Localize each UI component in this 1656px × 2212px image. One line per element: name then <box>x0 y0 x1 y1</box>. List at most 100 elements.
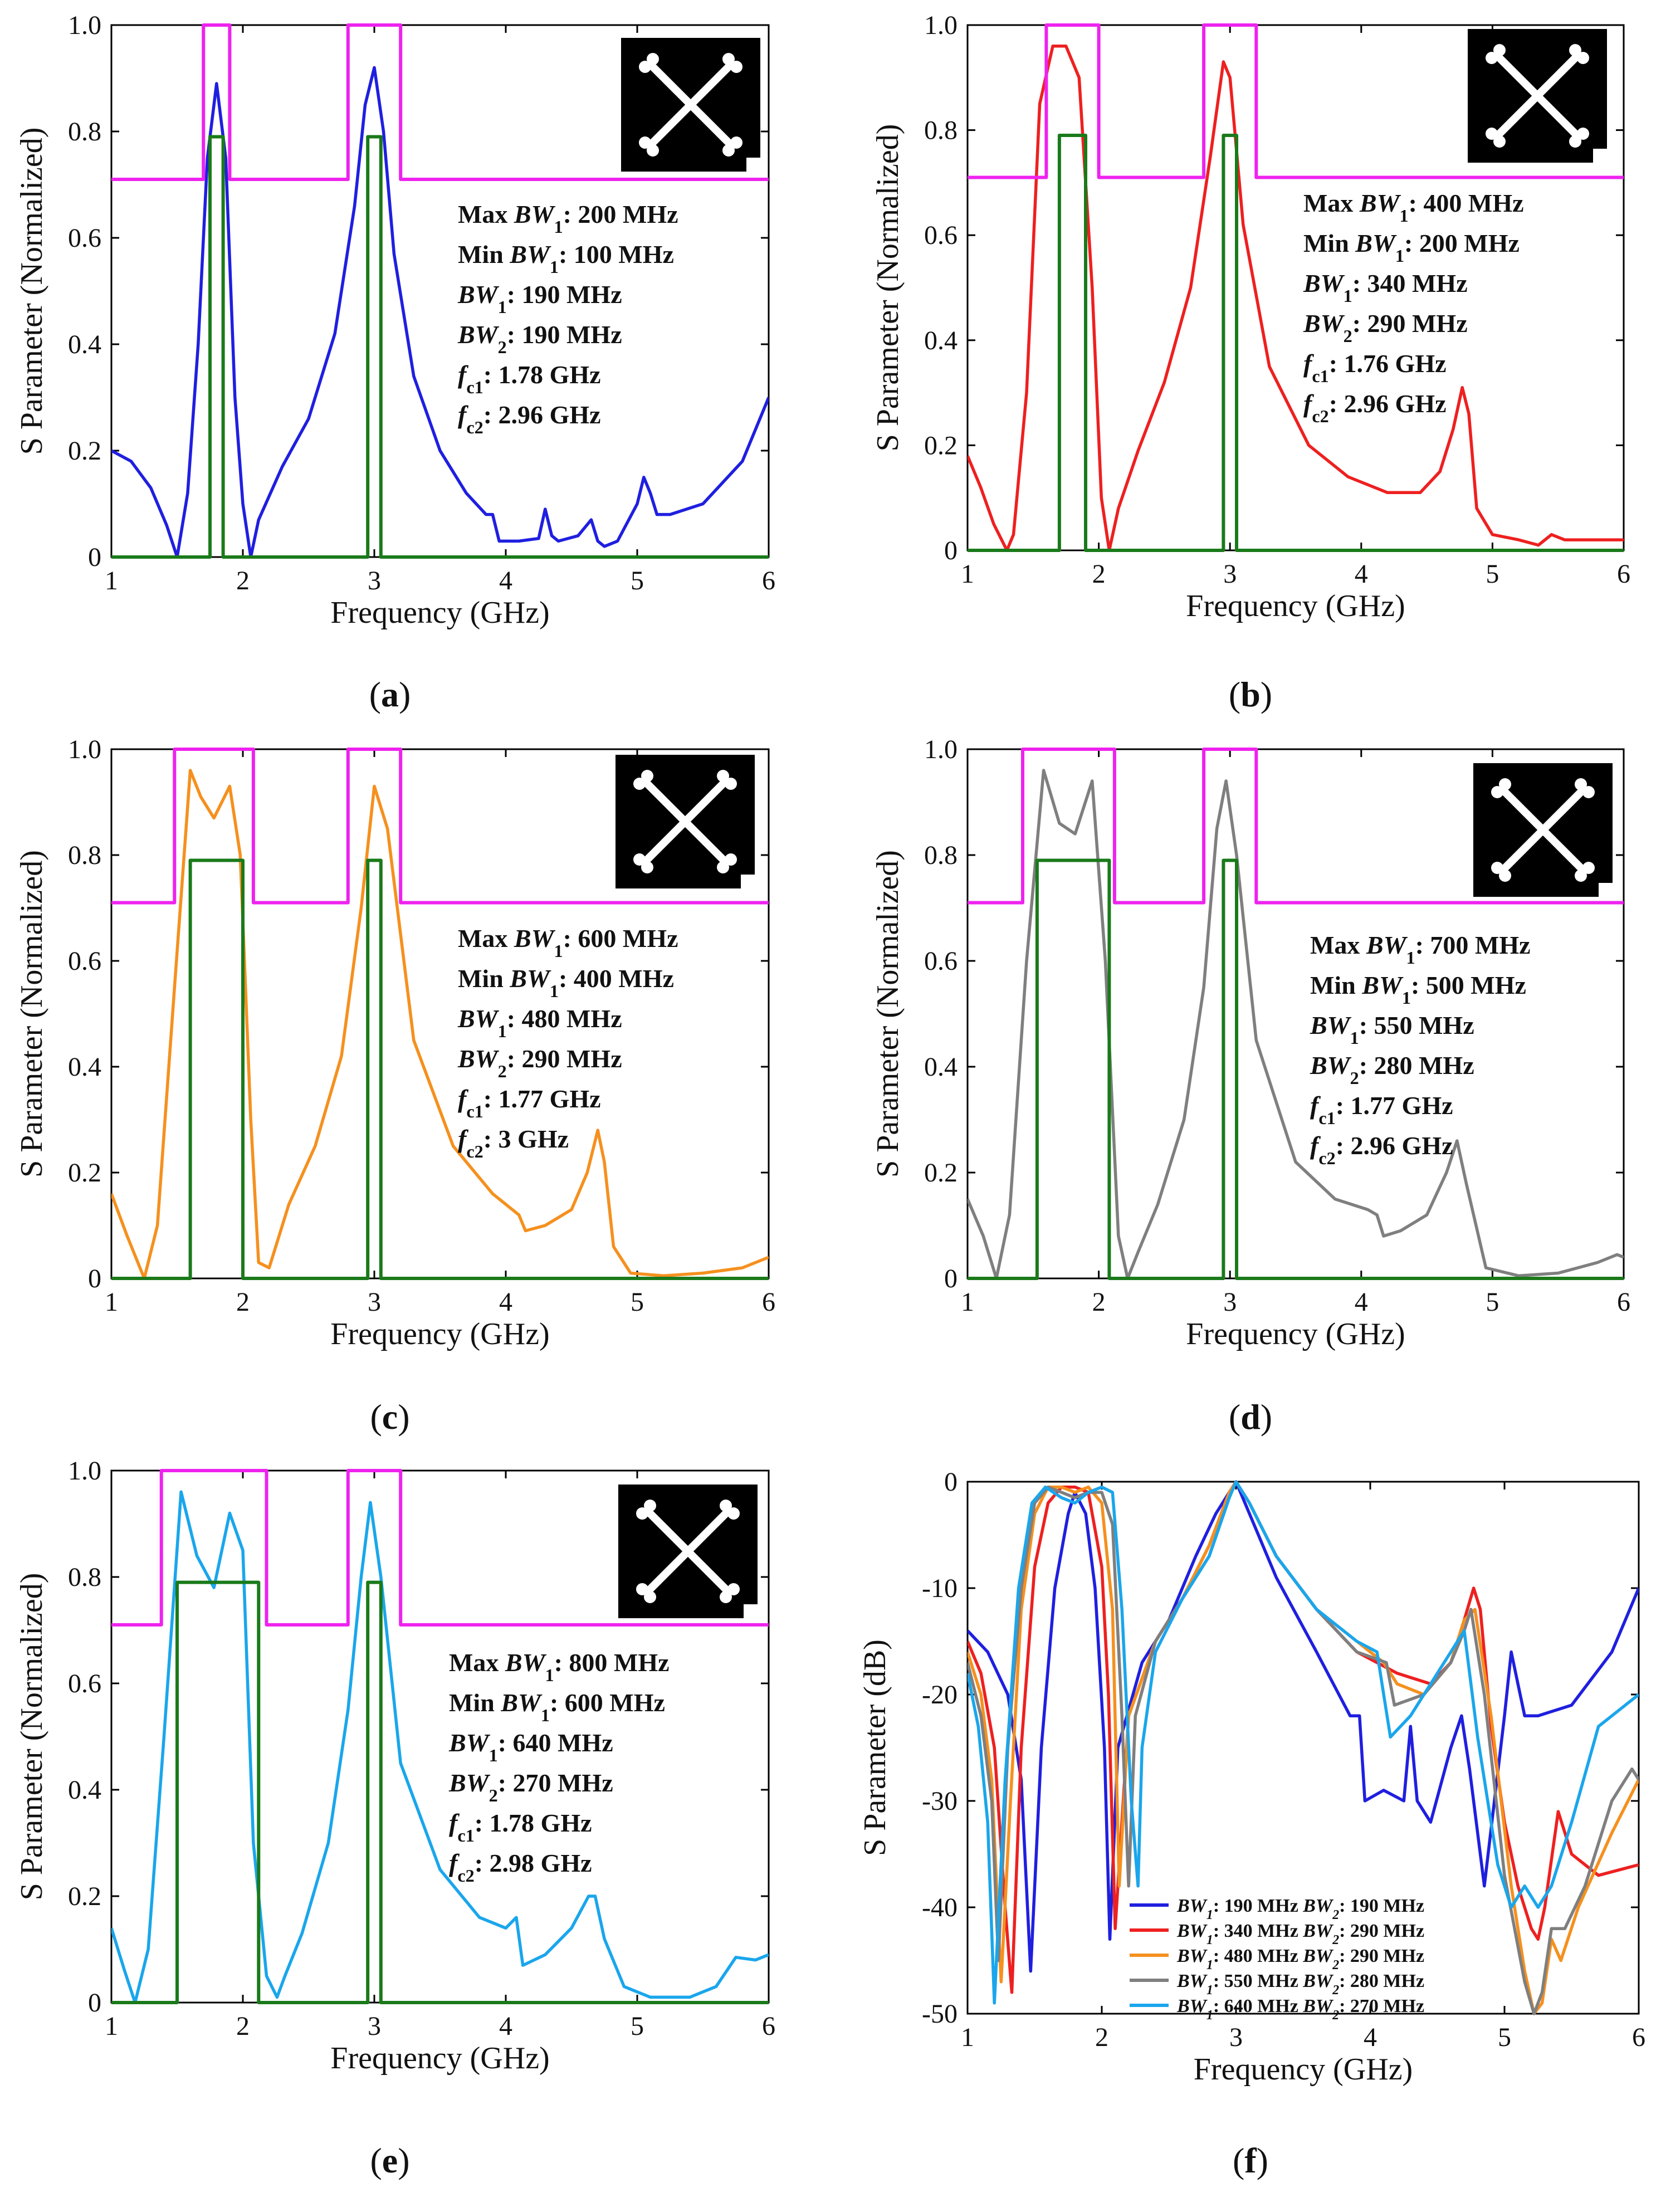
inset-notch <box>741 875 755 888</box>
x-tick-label: 2 <box>236 566 250 595</box>
x-tick-label: 2 <box>236 2011 250 2041</box>
legend-variable: BW <box>1302 1971 1334 1991</box>
geometry-inset <box>1468 29 1607 163</box>
series-line-target <box>111 748 769 905</box>
inset-bar <box>644 58 737 151</box>
annotation-subscript: c1 <box>466 377 483 397</box>
panel-label: (e) <box>370 2141 409 2180</box>
chart-panel: 1 2 3 4 5 6 0 0.2 0.4 0.6 0.8 1.0 Frequency (GHz) S P… <box>871 11 1630 714</box>
annotation-line: BW2: 280 MHz <box>1310 1051 1474 1088</box>
annotation-variable: BW <box>1355 229 1397 257</box>
x-tick-label: 3 <box>368 2011 381 2041</box>
y-tick-label: 1.0 <box>924 11 958 40</box>
y-tick-label: -40 <box>922 1893 958 1922</box>
annotation-subscript: 1 <box>498 1021 507 1041</box>
series-line-response <box>111 769 769 1280</box>
annotation-subscript: 1 <box>550 981 559 1001</box>
annotation-value: : 1.77 GHz <box>1336 1091 1453 1120</box>
x-tick-label: 5 <box>1486 559 1499 589</box>
inset-knob <box>633 778 646 790</box>
panel-label: (a) <box>369 675 411 714</box>
series-line-response <box>968 769 1624 1280</box>
annotation-line: Min BW1: 600 MHz <box>449 1688 665 1725</box>
annotation-line: Min BW1: 100 MHz <box>458 240 674 277</box>
annotation-line: Min BW1: 200 MHz <box>1303 229 1520 266</box>
annotation-variable: f <box>1310 1131 1321 1160</box>
series-line-passband <box>111 135 769 559</box>
legend-variable: BW <box>1176 1921 1208 1941</box>
inset-knob <box>1486 52 1498 64</box>
y-tick-label: 0.4 <box>68 1775 101 1805</box>
y-tick-label: -30 <box>922 1786 958 1816</box>
inset-knob <box>1582 786 1595 798</box>
y-axis-label: S Parameter (dB) <box>858 1639 892 1856</box>
inset-knob <box>1577 128 1589 140</box>
x-tick-label: 2 <box>236 1287 250 1317</box>
legend-value: : 550 MHz <box>1213 1971 1303 1991</box>
x-tick-label: 6 <box>762 1287 775 1317</box>
x-tick-label: 4 <box>1355 559 1368 589</box>
y-tick-label: 0.2 <box>924 1158 958 1188</box>
legend-subscript: 2 <box>1332 1983 1339 1998</box>
annotation-line: Max BW1: 800 MHz <box>449 1648 670 1685</box>
y-tick-label: 0.4 <box>924 1052 958 1082</box>
y-tick-label: 0.2 <box>924 431 958 460</box>
x-tick-label: 1 <box>105 1287 118 1317</box>
inset-knob <box>727 1583 740 1595</box>
inset-knob <box>730 61 742 73</box>
annotation-line: fc1: 1.78 GHz <box>449 1809 592 1845</box>
annotation-subscript: 1 <box>550 257 559 277</box>
x-tick-label: 6 <box>1617 1287 1630 1317</box>
series-line-response <box>111 66 769 559</box>
x-axis-label: Frequency (GHz) <box>330 1317 549 1351</box>
annotation-value: : 600 MHz <box>563 924 678 953</box>
annotation-variable: f <box>458 401 469 429</box>
x-axis-label: Frequency (GHz) <box>1194 2052 1413 2087</box>
inset-knob <box>633 853 646 866</box>
annotation-variable: BW <box>514 200 556 228</box>
x-tick-label: 3 <box>1223 1287 1237 1317</box>
panel-paren: ) <box>1257 2141 1268 2180</box>
x-tick-label: 3 <box>368 566 381 595</box>
x-axis-label: Frequency (GHz) <box>330 2041 549 2076</box>
panel-paren: ) <box>399 675 411 714</box>
inset-knob <box>639 61 651 73</box>
inset-knob <box>725 853 737 866</box>
series-line-target <box>111 23 769 181</box>
annotation-subscript: c2 <box>466 417 483 437</box>
legend-subscript: 1 <box>1206 1983 1213 1998</box>
annotation-variable: BW <box>457 1004 500 1033</box>
annotation-subscript: c2 <box>466 1141 483 1161</box>
panel-label: (f) <box>1233 2141 1268 2180</box>
inset-knob <box>1569 135 1581 148</box>
annotation-value: : 400 MHz <box>1409 189 1524 217</box>
panel-label: (b) <box>1229 675 1272 714</box>
y-tick-label: 0 <box>88 1988 101 2018</box>
inset-knob <box>1582 862 1595 874</box>
panel-letter: d <box>1240 1397 1261 1437</box>
y-tick-label: -20 <box>922 1680 958 1710</box>
x-tick-label: 1 <box>961 2023 974 2052</box>
x-axis-label: Frequency (GHz) <box>1186 589 1405 623</box>
annotation-line: fc2: 2.96 GHz <box>1310 1131 1453 1168</box>
annotation-value: : 340 MHz <box>1352 269 1468 297</box>
panel-paren: ( <box>370 1397 382 1437</box>
annotation-variable: f <box>1303 349 1315 378</box>
annotation-line: fc2: 2.96 GHz <box>1303 389 1447 426</box>
series-line-target <box>968 23 1624 179</box>
y-axis-label: S Parameter (Normalized) <box>871 850 905 1178</box>
annotation-variable: BW <box>1366 931 1408 959</box>
annotation-subscript: 2 <box>498 1061 507 1081</box>
annotation-value: : 480 MHz <box>507 1004 622 1033</box>
y-tick-label: -50 <box>922 1999 958 2029</box>
x-tick-label: 4 <box>499 1287 512 1317</box>
y-tick-label: 0.4 <box>68 330 101 359</box>
annotation-subscript: 1 <box>554 941 563 961</box>
y-tick-label: 1.0 <box>68 735 101 764</box>
annotation-subscript: 2 <box>1344 326 1352 346</box>
inset-notch <box>1593 149 1607 163</box>
annotation-line: BW2: 290 MHz <box>1303 309 1468 346</box>
series-line-response <box>968 44 1624 552</box>
annotation-variable: f <box>458 1085 469 1113</box>
legend-entry: BW1: 640 MHz BW2: 270 MHz <box>1176 1996 1424 2023</box>
